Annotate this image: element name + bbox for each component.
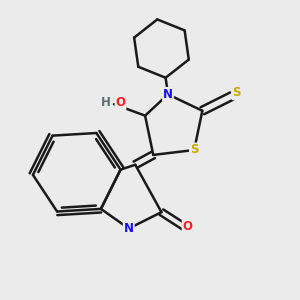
Text: H: H xyxy=(101,96,111,109)
Text: S: S xyxy=(190,143,198,157)
Text: N: N xyxy=(124,222,134,235)
Text: N: N xyxy=(163,88,173,101)
Text: O: O xyxy=(183,220,193,233)
Text: O: O xyxy=(116,96,126,109)
Text: S: S xyxy=(232,86,241,99)
